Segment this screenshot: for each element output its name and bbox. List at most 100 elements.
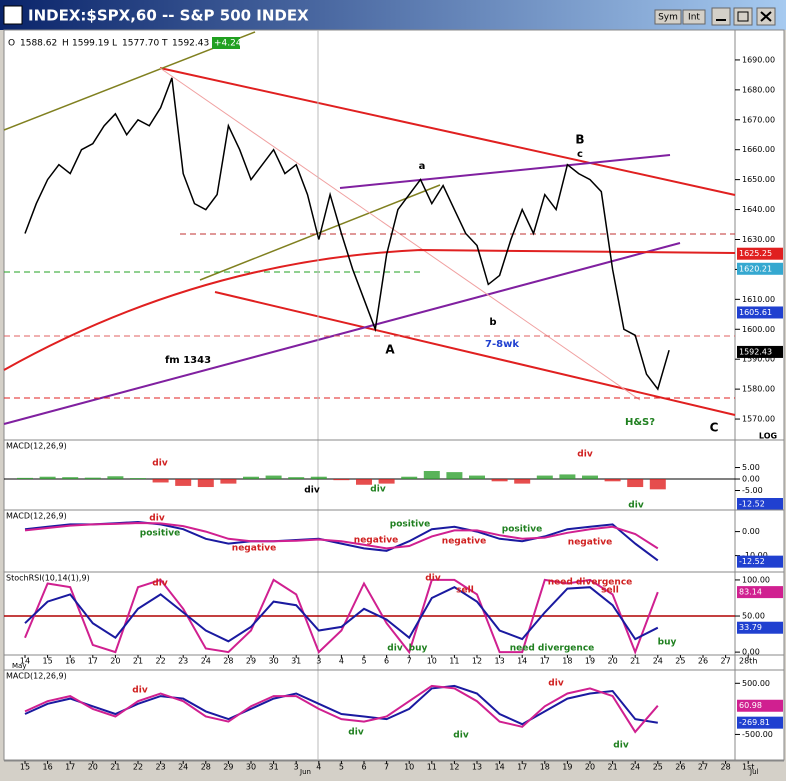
x-tick-label: 13 — [472, 763, 482, 772]
annotation: a — [419, 161, 426, 172]
x-tick-label: 6 — [384, 657, 389, 666]
histogram-bar — [401, 476, 418, 480]
series-line — [24, 586, 659, 643]
quote-item: 1592.43 — [172, 39, 209, 49]
series-line — [24, 684, 659, 734]
x-tick-label: 3 — [316, 657, 321, 666]
x-tick-label: 21 — [133, 657, 143, 666]
annotation: negative — [232, 544, 276, 554]
x-tick-label: 26 — [675, 763, 685, 772]
quote-item: 1588.62 — [20, 39, 57, 49]
x-tick-label: 19 — [562, 763, 572, 772]
annotation: H&S? — [625, 417, 655, 428]
y-tick-label: -5.00 — [742, 486, 763, 495]
histogram-bar — [152, 479, 169, 483]
x-tick-label: 22 — [156, 657, 166, 666]
x-tick-label: 28th — [739, 657, 757, 666]
price-label: 1625.25 — [739, 249, 772, 258]
x-tick-label: 30 — [269, 657, 279, 666]
y-tick-label: 1580.00 — [742, 385, 775, 394]
annotation: positive — [390, 520, 430, 530]
annotation: LOG — [759, 432, 777, 441]
histogram-bar — [17, 477, 33, 480]
x-tick-label: 17 — [517, 763, 527, 772]
price-label: -12.52 — [739, 557, 765, 566]
trendlines — [3, 30, 736, 760]
x-tick-label: 17 — [65, 763, 75, 772]
x-tick-label: 21 — [110, 763, 120, 772]
y-tick-label: 50.00 — [742, 612, 765, 621]
histogram-bar — [469, 475, 485, 480]
histogram-bar — [243, 476, 259, 480]
x-tick-label: 28 — [223, 657, 233, 666]
price-label: -12.52 — [739, 500, 765, 509]
price-label-box — [737, 498, 783, 510]
annotation: negative — [568, 538, 612, 548]
y-tick-label: 1600.00 — [742, 325, 775, 334]
histogram-bar — [130, 478, 146, 480]
x-tick-label: 20 — [110, 657, 120, 666]
sym-button[interactable] — [654, 9, 682, 25]
annotation: div — [370, 485, 386, 495]
x-tick-label: 12 — [472, 657, 482, 666]
histogram-bar — [514, 479, 531, 484]
x-tick-label: 20 — [608, 657, 618, 666]
y-tick-label: 100.00 — [742, 575, 770, 584]
x-tick-label: 16 — [43, 763, 53, 772]
y-tick-label: 1610.00 — [742, 295, 775, 304]
histogram-bar — [220, 479, 237, 484]
x-tick-label: 12 — [449, 763, 459, 772]
price-label-box — [737, 306, 783, 319]
x-tick-label: 17 — [88, 657, 98, 666]
quote-item: H — [62, 39, 69, 49]
price-label: 1592.43 — [739, 347, 772, 356]
y-tick-label: 500.00 — [742, 679, 770, 688]
price-label-box — [737, 262, 783, 275]
annotation: div — [453, 731, 469, 741]
x-tick-label: 3 — [294, 763, 299, 772]
histogram-bar — [582, 475, 598, 480]
panel-title: MACD(12,26,9) — [6, 512, 67, 521]
x-tick-label: 15 — [43, 657, 53, 666]
histogram-bar — [649, 479, 666, 490]
quote-item: T — [161, 39, 168, 49]
annotation: negative — [442, 537, 486, 547]
maximize-button[interactable] — [733, 7, 753, 26]
y-tick-label: 1670.00 — [742, 115, 775, 124]
trendline — [3, 242, 681, 425]
x-tick-label: 6 — [361, 763, 366, 772]
trendline — [339, 154, 671, 189]
series-line — [24, 521, 659, 550]
histogram-bar — [310, 476, 327, 480]
annotation: div — [387, 644, 403, 654]
annotation: div — [149, 514, 165, 524]
minimize-button[interactable] — [711, 7, 731, 26]
histogram-bar — [107, 476, 124, 480]
annotation: div — [152, 579, 168, 589]
annotation: div — [577, 450, 593, 460]
annotation: div — [425, 574, 441, 584]
x-tick-label: 20 — [88, 763, 98, 772]
histogram-bar — [378, 479, 395, 484]
sym-button-label[interactable]: Sym — [658, 13, 678, 23]
price-label: 1620.21 — [739, 264, 772, 273]
quote-item: L — [112, 39, 117, 49]
int-button[interactable] — [682, 9, 706, 25]
x-tick-label: 19 — [585, 657, 595, 666]
quote-item: 1599.19 — [72, 39, 109, 49]
histogram-bar — [84, 477, 101, 480]
x-tick-label: 24 — [201, 657, 211, 666]
x-tick-label: 15 — [20, 763, 30, 772]
int-button-label[interactable]: Int — [688, 13, 700, 23]
annotation: buy — [409, 644, 428, 654]
x-tick-label: 13 — [495, 657, 505, 666]
histogram-bar — [62, 477, 79, 480]
x-tick-label: 11 — [427, 763, 437, 772]
annotation: buy — [658, 638, 677, 648]
panel-title: MACD(12,26,9) — [6, 442, 67, 451]
annotation: div — [613, 741, 629, 751]
y-tick-label: 1590.00 — [742, 355, 775, 364]
annotation: b — [489, 317, 496, 328]
x-tick-label: 10 — [427, 657, 437, 666]
